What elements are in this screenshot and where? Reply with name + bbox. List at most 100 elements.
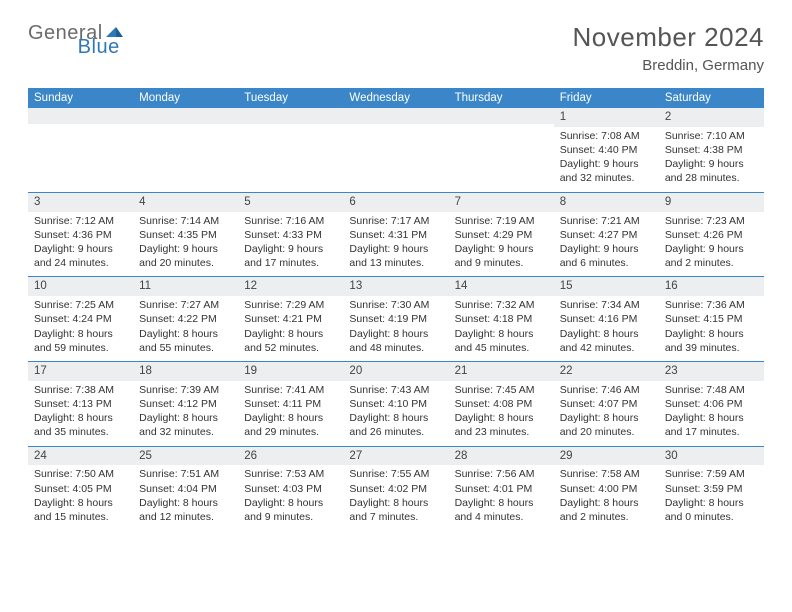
day-details: Sunrise: 7:14 AMSunset: 4:35 PMDaylight:… — [133, 212, 238, 277]
calendar-day-cell: 9Sunrise: 7:23 AMSunset: 4:26 PMDaylight… — [659, 192, 764, 277]
day-details: Sunrise: 7:41 AMSunset: 4:11 PMDaylight:… — [238, 381, 343, 446]
sunset-text: Sunset: 4:00 PM — [560, 482, 653, 496]
daylight-text: Daylight: 8 hours and 26 minutes. — [349, 411, 442, 439]
calendar-day-cell: 18Sunrise: 7:39 AMSunset: 4:12 PMDayligh… — [133, 361, 238, 446]
day-number: 21 — [449, 362, 554, 381]
weekday-header: Thursday — [449, 88, 554, 108]
day-details: Sunrise: 7:17 AMSunset: 4:31 PMDaylight:… — [343, 212, 448, 277]
calendar-day-cell: 24Sunrise: 7:50 AMSunset: 4:05 PMDayligh… — [28, 446, 133, 530]
day-number — [28, 108, 133, 124]
calendar-day-cell: 16Sunrise: 7:36 AMSunset: 4:15 PMDayligh… — [659, 277, 764, 362]
brand-part2: Blue — [78, 36, 120, 59]
day-details: Sunrise: 7:19 AMSunset: 4:29 PMDaylight:… — [449, 212, 554, 277]
daylight-text: Daylight: 8 hours and 35 minutes. — [34, 411, 127, 439]
day-number: 3 — [28, 193, 133, 212]
calendar-day-cell: 1 Sunrise: 7:08 AMSunset: 4:40 PMDaylight… — [554, 108, 659, 192]
calendar-day-cell: 26Sunrise: 7:53 AMSunset: 4:03 PMDayligh… — [238, 446, 343, 530]
sunset-text: Sunset: 4:29 PM — [455, 228, 548, 242]
day-number: 11 — [133, 277, 238, 296]
calendar-day-cell: 22Sunrise: 7:46 AMSunset: 4:07 PMDayligh… — [554, 361, 659, 446]
weekday-header: Monday — [133, 88, 238, 108]
day-number: 16 — [659, 277, 764, 296]
day-number: 19 — [238, 362, 343, 381]
day-details: Sunrise: 7:36 AMSunset: 4:15 PMDaylight:… — [659, 296, 764, 361]
calendar-day-cell: 21Sunrise: 7:45 AMSunset: 4:08 PMDayligh… — [449, 361, 554, 446]
daylight-text: Daylight: 8 hours and 7 minutes. — [349, 496, 442, 524]
day-number: 30 — [659, 447, 764, 466]
weekday-header-row: Sunday Monday Tuesday Wednesday Thursday… — [28, 88, 764, 108]
daylight-text: Daylight: 8 hours and 4 minutes. — [455, 496, 548, 524]
sunset-text: Sunset: 3:59 PM — [665, 482, 758, 496]
day-details — [449, 124, 554, 172]
day-number: 7 — [449, 193, 554, 212]
sunrise-text: Sunrise: 7:46 AM — [560, 383, 653, 397]
daylight-text: Daylight: 9 hours and 13 minutes. — [349, 242, 442, 270]
sunrise-text: Sunrise: 7:25 AM — [34, 298, 127, 312]
day-details: Sunrise: 7:46 AMSunset: 4:07 PMDaylight:… — [554, 381, 659, 446]
sunrise-text: Sunrise: 7:38 AM — [34, 383, 127, 397]
day-details: Sunrise: 7:27 AMSunset: 4:22 PMDaylight:… — [133, 296, 238, 361]
day-number: 9 — [659, 193, 764, 212]
day-details: Sunrise: 7:29 AMSunset: 4:21 PMDaylight:… — [238, 296, 343, 361]
sunrise-text: Sunrise: 7:12 AM — [34, 214, 127, 228]
calendar-day-cell: 19Sunrise: 7:41 AMSunset: 4:11 PMDayligh… — [238, 361, 343, 446]
sunset-text: Sunset: 4:26 PM — [665, 228, 758, 242]
calendar-week-row: 24Sunrise: 7:50 AMSunset: 4:05 PMDayligh… — [28, 446, 764, 530]
calendar-week-row: 3Sunrise: 7:12 AMSunset: 4:36 PMDaylight… — [28, 192, 764, 277]
calendar-day-cell: 10Sunrise: 7:25 AMSunset: 4:24 PMDayligh… — [28, 277, 133, 362]
sunrise-text: Sunrise: 7:59 AM — [665, 467, 758, 481]
day-details: Sunrise: 7:34 AMSunset: 4:16 PMDaylight:… — [554, 296, 659, 361]
day-details: Sunrise: 7:51 AMSunset: 4:04 PMDaylight:… — [133, 465, 238, 530]
daylight-text: Daylight: 8 hours and 59 minutes. — [34, 327, 127, 355]
sunrise-text: Sunrise: 7:43 AM — [349, 383, 442, 397]
daylight-text: Daylight: 9 hours and 32 minutes. — [560, 157, 653, 185]
sunrise-text: Sunrise: 7:30 AM — [349, 298, 442, 312]
day-number: 2 — [659, 108, 764, 127]
daylight-text: Daylight: 9 hours and 28 minutes. — [665, 157, 758, 185]
daylight-text: Daylight: 9 hours and 24 minutes. — [34, 242, 127, 270]
sunset-text: Sunset: 4:21 PM — [244, 312, 337, 326]
sunset-text: Sunset: 4:05 PM — [34, 482, 127, 496]
sunset-text: Sunset: 4:15 PM — [665, 312, 758, 326]
daylight-text: Daylight: 8 hours and 17 minutes. — [665, 411, 758, 439]
day-details — [28, 124, 133, 172]
calendar-day-cell: 12Sunrise: 7:29 AMSunset: 4:21 PMDayligh… — [238, 277, 343, 362]
calendar-day-cell — [449, 108, 554, 192]
sunset-text: Sunset: 4:03 PM — [244, 482, 337, 496]
day-number: 1 — [554, 108, 659, 127]
calendar-week-row: 1Sunrise: 7:08 AMSunset: 4:40 PMDaylight… — [28, 108, 764, 192]
day-details: Sunrise: 7:59 AMSunset: 3:59 PMDaylight:… — [659, 465, 764, 530]
sunset-text: Sunset: 4:36 PM — [34, 228, 127, 242]
day-details: Sunrise: 7:16 AMSunset: 4:33 PMDaylight:… — [238, 212, 343, 277]
page-subtitle: Breddin, Germany — [573, 57, 765, 74]
calendar-day-cell: 13Sunrise: 7:30 AMSunset: 4:19 PMDayligh… — [343, 277, 448, 362]
day-number: 13 — [343, 277, 448, 296]
day-number: 27 — [343, 447, 448, 466]
day-details: Sunrise: 7:45 AMSunset: 4:08 PMDaylight:… — [449, 381, 554, 446]
day-number — [238, 108, 343, 124]
calendar-day-cell: 23Sunrise: 7:48 AMSunset: 4:06 PMDayligh… — [659, 361, 764, 446]
calendar-week-row: 10Sunrise: 7:25 AMSunset: 4:24 PMDayligh… — [28, 277, 764, 362]
day-number: 28 — [449, 447, 554, 466]
calendar-week-row: 17Sunrise: 7:38 AMSunset: 4:13 PMDayligh… — [28, 361, 764, 446]
sunset-text: Sunset: 4:40 PM — [560, 143, 653, 157]
sunset-text: Sunset: 4:08 PM — [455, 397, 548, 411]
day-details: Sunrise: 7:10 AMSunset: 4:38 PMDaylight:… — [659, 127, 764, 192]
day-number: 22 — [554, 362, 659, 381]
sunset-text: Sunset: 4:19 PM — [349, 312, 442, 326]
sunset-text: Sunset: 4:33 PM — [244, 228, 337, 242]
day-details — [133, 124, 238, 172]
sunrise-text: Sunrise: 7:08 AM — [560, 129, 653, 143]
day-number: 14 — [449, 277, 554, 296]
day-details: Sunrise: 7:58 AMSunset: 4:00 PMDaylight:… — [554, 465, 659, 530]
daylight-text: Daylight: 8 hours and 42 minutes. — [560, 327, 653, 355]
sunrise-text: Sunrise: 7:17 AM — [349, 214, 442, 228]
day-number: 5 — [238, 193, 343, 212]
sunset-text: Sunset: 4:13 PM — [34, 397, 127, 411]
day-details: Sunrise: 7:55 AMSunset: 4:02 PMDaylight:… — [343, 465, 448, 530]
calendar-grid: Sunday Monday Tuesday Wednesday Thursday… — [28, 88, 764, 530]
day-number: 12 — [238, 277, 343, 296]
calendar-day-cell: 11Sunrise: 7:27 AMSunset: 4:22 PMDayligh… — [133, 277, 238, 362]
day-details: Sunrise: 7:50 AMSunset: 4:05 PMDaylight:… — [28, 465, 133, 530]
sunset-text: Sunset: 4:24 PM — [34, 312, 127, 326]
